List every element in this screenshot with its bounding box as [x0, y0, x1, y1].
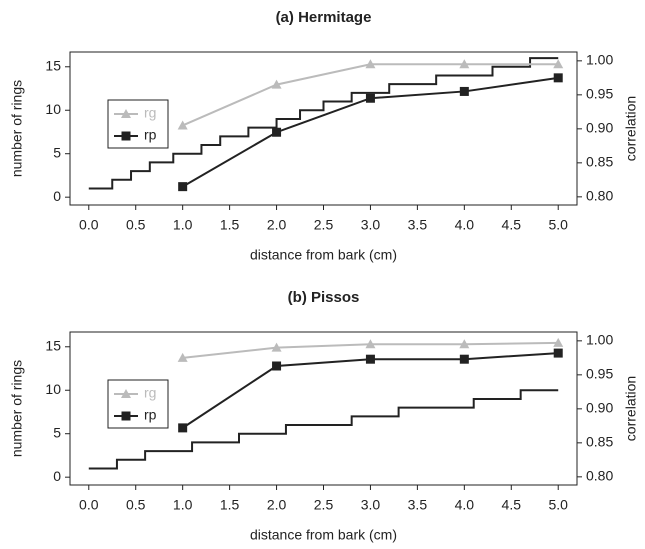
y-tick-label: 0: [53, 188, 61, 204]
y-tick-label: 10: [45, 101, 61, 117]
y2-tick-label: 1.00: [586, 52, 613, 68]
marker: [459, 339, 470, 349]
legend-marker: [121, 389, 131, 398]
marker: [553, 73, 563, 83]
x-tick-label: 5.0: [548, 497, 568, 513]
legend-box: [107, 99, 169, 149]
y2-tick-label: 0.95: [586, 86, 613, 102]
x-tick-label: 2.5: [314, 217, 334, 233]
x-tick-label: 0.0: [79, 217, 99, 233]
x-tick-label: 4.0: [455, 217, 475, 233]
x-axis-label: distance from bark (cm): [250, 527, 397, 543]
legend-label: rg: [144, 385, 156, 401]
x-tick-label: 4.5: [502, 497, 522, 513]
legend-label: rg: [144, 105, 156, 121]
x-tick-label: 4.5: [502, 217, 522, 233]
panel: (a) Hermitage 0.0 0.5 1.0 1.5 2.0 2.5 3.0 3.5 4.0…: [9, 9, 639, 263]
marker: [553, 59, 564, 69]
legend-marker: [121, 411, 131, 421]
legend-label: rp: [144, 127, 157, 143]
y2-tick-label: 0.80: [586, 188, 613, 204]
legend-marker: [121, 131, 131, 141]
step-line: [88, 389, 559, 470]
marker: [177, 352, 188, 362]
x-tick-label: 1.5: [220, 497, 240, 513]
x-tick-label: 1.0: [173, 497, 193, 513]
x-tick-label: 0.0: [79, 497, 99, 513]
x-tick-label: 2.0: [267, 497, 287, 513]
x-axis-label: distance from bark (cm): [250, 247, 397, 263]
marker: [177, 120, 188, 130]
y-tick-label: 5: [53, 144, 61, 160]
marker: [271, 79, 282, 89]
marker: [459, 86, 469, 96]
marker: [178, 423, 188, 433]
marker: [459, 59, 470, 69]
x-tick-label: 5.0: [548, 217, 568, 233]
x-tick-label: 2.0: [267, 217, 287, 233]
marker: [459, 354, 469, 364]
marker: [553, 348, 563, 358]
y2-tick-label: 0.85: [586, 154, 613, 170]
x-tick-label: 3.5: [408, 217, 428, 233]
panel-title: (a) Hermitage: [276, 9, 372, 26]
x-tick-label: 3.0: [361, 217, 381, 233]
legend-box: [107, 379, 169, 429]
marker: [271, 342, 282, 352]
marker: [365, 339, 376, 349]
marker: [272, 361, 282, 371]
marker: [272, 127, 282, 137]
x-tick-label: 3.5: [408, 497, 428, 513]
panel-title: (b) Pissos: [288, 289, 360, 306]
y2-tick-label: 1.00: [586, 332, 613, 348]
legend-label: rp: [144, 407, 157, 423]
y-tick-label: 15: [45, 57, 61, 73]
x-tick-label: 3.0: [361, 497, 381, 513]
y-tick-label: 5: [53, 424, 61, 440]
y-tick-label: 10: [45, 381, 61, 397]
x-tick-label: 1.5: [220, 217, 240, 233]
marker: [365, 93, 375, 103]
y2-tick-label: 0.90: [586, 400, 613, 416]
y2-axis-label: correlation: [623, 96, 639, 161]
marker: [553, 337, 564, 347]
y-axis-label: number of rings: [9, 80, 25, 177]
x-tick-label: 1.0: [173, 217, 193, 233]
y2-tick-label: 0.95: [586, 366, 613, 382]
y2-tick-label: 0.85: [586, 434, 613, 450]
y2-tick-label: 0.80: [586, 468, 613, 484]
x-tick-label: 4.0: [455, 497, 475, 513]
marker: [365, 59, 376, 69]
y-tick-label: 0: [53, 468, 61, 484]
panel: (b) Pissos 0.0 0.5 1.0 1.5 2.0 2.5 3.0 3.5 4.0 4.5…: [9, 289, 639, 543]
y2-tick-label: 0.90: [586, 120, 613, 136]
y2-axis-label: correlation: [623, 376, 639, 441]
marker: [178, 182, 188, 192]
x-tick-label: 2.5: [314, 497, 334, 513]
marker: [365, 354, 375, 364]
step-line: [88, 57, 559, 190]
x-tick-label: 0.5: [126, 497, 146, 513]
legend-marker: [121, 109, 131, 118]
y-tick-label: 15: [45, 337, 61, 353]
y-axis-label: number of rings: [9, 360, 25, 457]
x-tick-label: 0.5: [126, 217, 146, 233]
